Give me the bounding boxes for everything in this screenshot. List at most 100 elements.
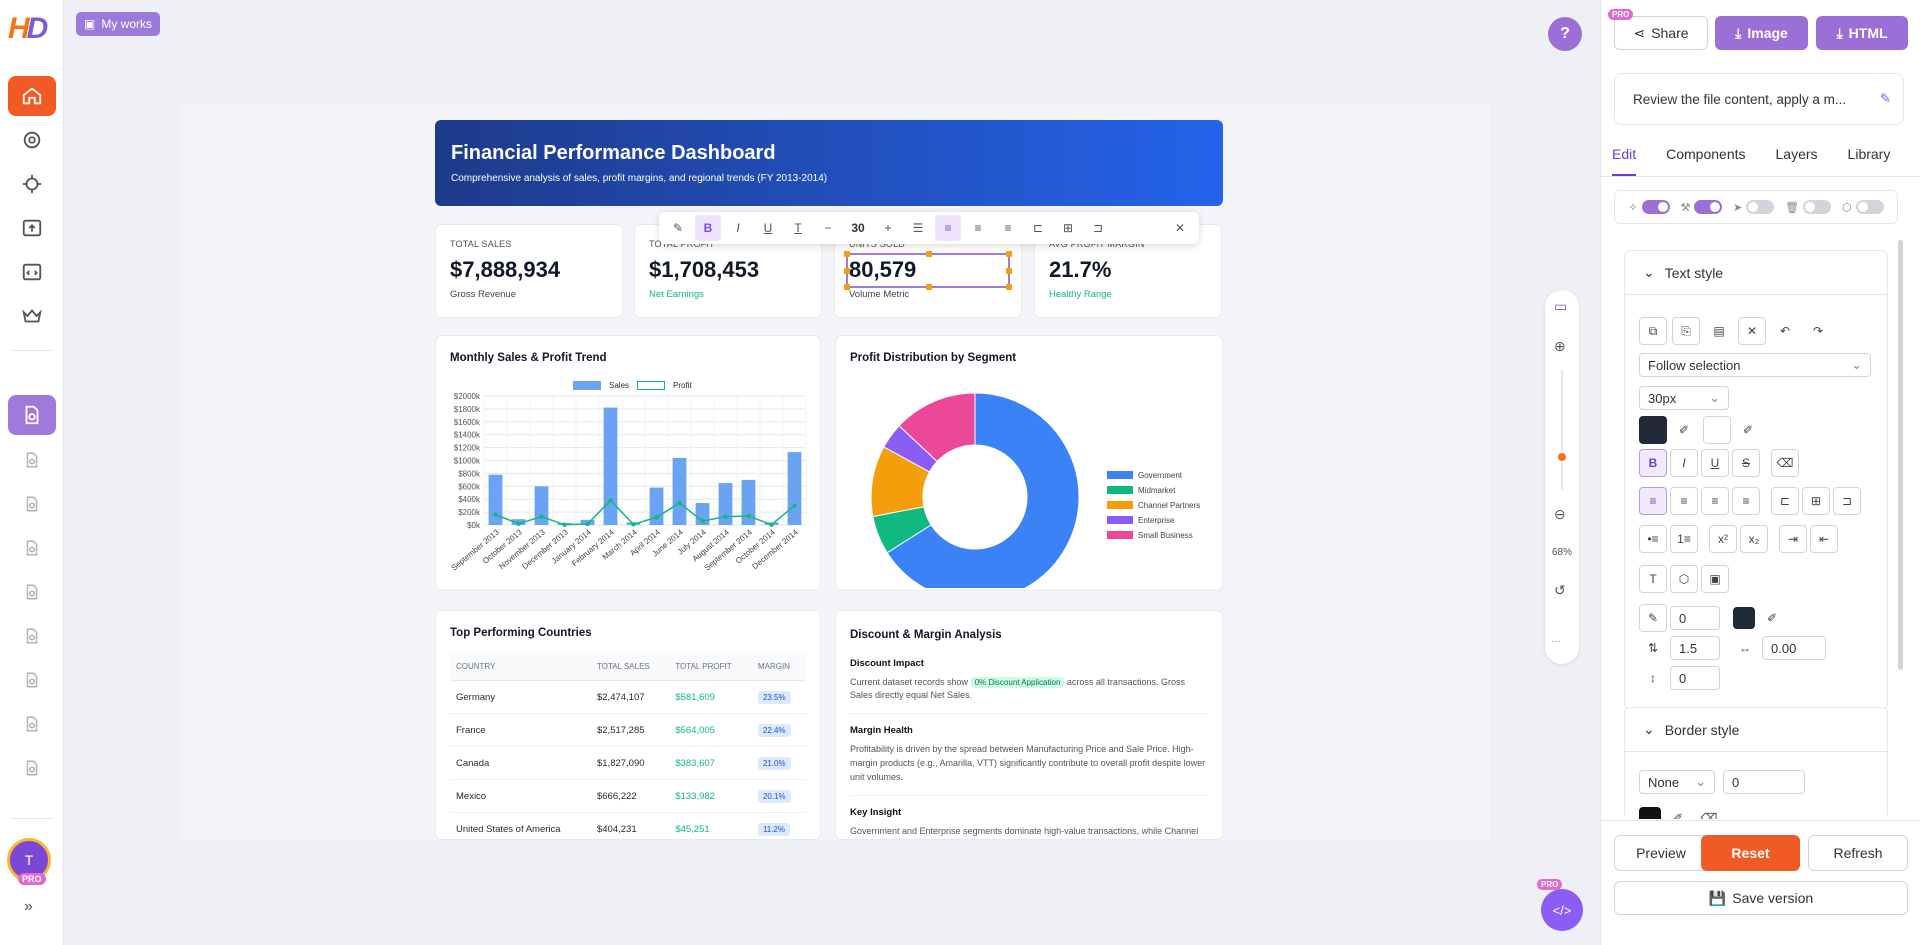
align-obj-right-icon[interactable]: ⊐ bbox=[1092, 221, 1104, 235]
close-icon[interactable]: ✕ bbox=[1174, 221, 1186, 235]
project-item-active[interactable] bbox=[8, 395, 56, 435]
zoom-out-icon[interactable]: ⊖ bbox=[1554, 506, 1566, 522]
stroke-icon[interactable]: ✎ bbox=[1639, 604, 1667, 632]
resize-handle[interactable] bbox=[1006, 251, 1012, 257]
zoom-slider-thumb[interactable] bbox=[1556, 451, 1568, 463]
image-icon[interactable]: ▣ bbox=[1701, 565, 1729, 593]
discount-card[interactable]: Discount & Margin Analysis Discount Impa… bbox=[835, 610, 1223, 840]
undo-icon[interactable]: ↶ bbox=[1771, 317, 1799, 345]
font-family-select[interactable]: Follow selection ⌄ bbox=[1639, 353, 1871, 377]
kpi-card[interactable]: TOTAL SALES $7,888,934 Gross Revenue bbox=[435, 224, 623, 318]
align-right-button[interactable]: ≡ bbox=[1004, 221, 1012, 235]
text-icon[interactable]: T bbox=[1639, 565, 1667, 593]
align-center-button[interactable]: ≡ bbox=[1670, 487, 1698, 515]
export-image-button[interactable]: ⤓ Image bbox=[1715, 16, 1808, 50]
project-item[interactable] bbox=[8, 704, 56, 744]
resize-handle[interactable] bbox=[844, 268, 850, 274]
paste-icon[interactable]: ⎘ bbox=[1672, 317, 1700, 345]
project-item[interactable] bbox=[8, 748, 56, 788]
paragraph-spacing-icon[interactable]: ↕ bbox=[1639, 664, 1667, 692]
resize-handle[interactable] bbox=[844, 251, 850, 257]
underline-button[interactable]: U bbox=[763, 221, 773, 235]
text-color-button[interactable]: T bbox=[794, 221, 802, 235]
resize-handle[interactable] bbox=[1006, 284, 1012, 290]
decrease-size-button[interactable]: − bbox=[824, 221, 832, 235]
project-item[interactable] bbox=[8, 484, 56, 524]
save-version-button[interactable]: 💾 Save version bbox=[1614, 881, 1908, 915]
align-center-button[interactable]: ≡ bbox=[974, 221, 982, 235]
reset-view-icon[interactable]: ↺ bbox=[1554, 582, 1566, 598]
delete-icon[interactable]: ✕ bbox=[1738, 317, 1766, 345]
bg-color-swatch[interactable] bbox=[1703, 416, 1731, 444]
user-avatar[interactable]: T PRO bbox=[7, 838, 51, 885]
toggle-navigate[interactable]: ➤ bbox=[1733, 200, 1775, 214]
countries-card[interactable]: Top Performing Countries COUNTRY TOTAL S… bbox=[435, 610, 821, 840]
app-logo[interactable]: HD bbox=[8, 12, 48, 45]
line-height-input[interactable]: 1.5 bbox=[1670, 636, 1720, 660]
valign-bottom-icon[interactable]: ⊐ bbox=[1833, 487, 1861, 515]
outdent-icon[interactable]: ⇤ bbox=[1810, 525, 1838, 553]
cube-icon[interactable]: ⬡ bbox=[1670, 565, 1698, 593]
bullet-list-icon[interactable]: •≡ bbox=[1639, 525, 1667, 553]
toggle-magic[interactable]: ✧ bbox=[1628, 200, 1670, 214]
eyedropper-icon[interactable]: ✐ bbox=[1664, 804, 1692, 819]
border-color-swatch[interactable] bbox=[1639, 807, 1661, 819]
text-color-swatch[interactable] bbox=[1639, 416, 1667, 444]
upload-button[interactable] bbox=[8, 208, 56, 248]
align-obj-left-icon[interactable]: ⊏ bbox=[1032, 221, 1044, 235]
align-right-button[interactable]: ≡ bbox=[1701, 487, 1729, 515]
toggle-edit[interactable]: ⚒ bbox=[1680, 200, 1723, 214]
help-button[interactable]: ? bbox=[1548, 17, 1582, 51]
refresh-button[interactable]: Refresh bbox=[1808, 835, 1908, 871]
target-button[interactable] bbox=[8, 164, 56, 204]
eyedropper-icon[interactable]: ✐ bbox=[1734, 416, 1762, 444]
panel-scrollbar[interactable] bbox=[1898, 240, 1903, 670]
resize-handle[interactable] bbox=[844, 284, 850, 290]
bar-chart-card[interactable]: Monthly Sales & Profit Trend Sales Profi… bbox=[435, 335, 821, 591]
edit-icon[interactable]: ✎ bbox=[1879, 91, 1891, 106]
prompt-summary[interactable]: Review the file content, apply a m... ✎ bbox=[1614, 73, 1904, 125]
align-left-button[interactable]: ≡ bbox=[1639, 487, 1667, 515]
bold-button[interactable]: B bbox=[1639, 449, 1667, 477]
pie-chart-card[interactable]: Profit Distribution by Segment Governmen… bbox=[835, 335, 1223, 591]
align-left-button[interactable]: ≡ bbox=[935, 215, 961, 241]
selection-box[interactable] bbox=[844, 251, 1012, 290]
tab-components[interactable]: Components bbox=[1666, 146, 1746, 162]
preview-button[interactable]: Preview bbox=[1614, 835, 1708, 871]
dashboard-header[interactable]: Financial Performance Dashboard Comprehe… bbox=[435, 120, 1223, 206]
italic-button[interactable]: I bbox=[1670, 449, 1698, 477]
dashboard-title[interactable]: Financial Performance Dashboard bbox=[451, 142, 776, 164]
my-works-button[interactable]: ▣ My works bbox=[76, 12, 161, 36]
bold-button[interactable]: B bbox=[695, 215, 721, 241]
border-width-input[interactable]: 0 bbox=[1723, 770, 1805, 794]
project-item[interactable] bbox=[8, 572, 56, 612]
resize-handle[interactable] bbox=[1006, 268, 1012, 274]
dashboard-subtitle[interactable]: Comprehensive analysis of sales, profit … bbox=[451, 173, 828, 184]
document-icon[interactable]: ▤ bbox=[1705, 317, 1733, 345]
copy-icon[interactable]: ⧉ bbox=[1639, 317, 1667, 345]
increase-size-button[interactable]: + bbox=[884, 221, 892, 235]
resize-handle[interactable] bbox=[926, 251, 932, 257]
ai-button[interactable] bbox=[8, 120, 56, 160]
expand-rail-icon[interactable]: » bbox=[24, 898, 33, 915]
valign-top-icon[interactable]: ⊏ bbox=[1771, 487, 1799, 515]
zoom-track[interactable] bbox=[1561, 370, 1563, 490]
align-obj-center-icon[interactable]: ⊞ bbox=[1062, 221, 1074, 235]
letter-spacing-icon[interactable]: ↔ bbox=[1731, 634, 1759, 662]
toggle-delete[interactable]: 🗑 bbox=[1785, 200, 1832, 214]
border-type-select[interactable]: None ⌄ bbox=[1639, 770, 1715, 794]
stroke-color-swatch[interactable] bbox=[1733, 607, 1755, 629]
tab-library[interactable]: Library bbox=[1847, 146, 1891, 162]
project-item[interactable] bbox=[8, 528, 56, 568]
share-button[interactable]: ⋖ Share bbox=[1614, 16, 1708, 50]
stroke-width-input[interactable]: 0 bbox=[1670, 606, 1720, 630]
resize-handle[interactable] bbox=[926, 284, 932, 290]
subscript-icon[interactable]: x₂ bbox=[1740, 525, 1768, 553]
project-item[interactable] bbox=[8, 616, 56, 656]
redo-icon[interactable]: ↷ bbox=[1804, 317, 1832, 345]
eraser-icon[interactable]: ⌫ bbox=[1771, 449, 1799, 477]
eraser-icon[interactable]: ⌫ bbox=[1695, 804, 1723, 819]
eyedropper-icon[interactable]: ✐ bbox=[1670, 416, 1698, 444]
italic-button[interactable]: I bbox=[736, 221, 740, 235]
font-size-value[interactable]: 30 bbox=[851, 221, 865, 235]
